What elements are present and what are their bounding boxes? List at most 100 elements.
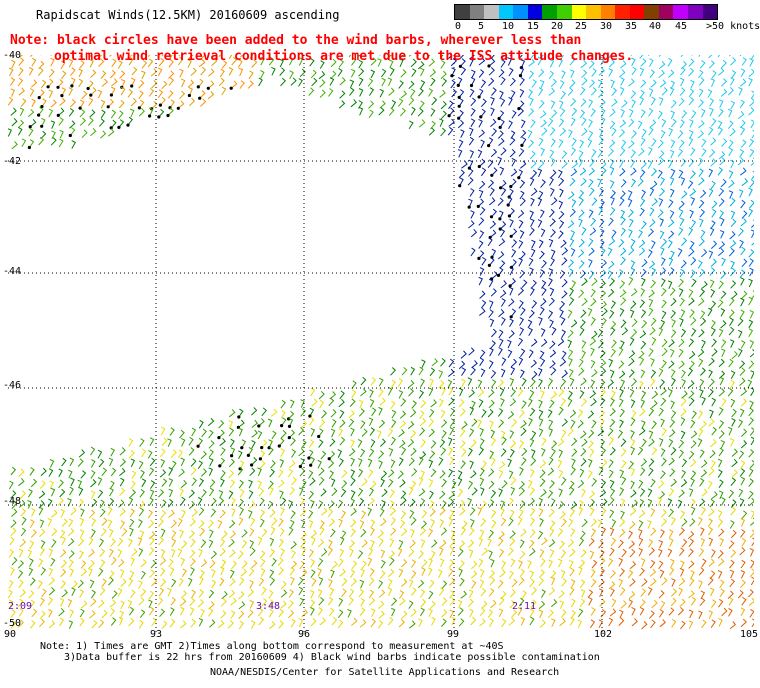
wind-barb [521, 447, 528, 457]
wind-barb [651, 599, 658, 609]
wind-barb [478, 558, 484, 568]
wind-barb [231, 56, 238, 66]
contamination-marker [126, 123, 130, 127]
wind-barb [638, 479, 644, 489]
wind-barb [739, 377, 746, 386]
wind-barb [250, 620, 256, 629]
wind-barb [498, 419, 505, 428]
wind-barb [81, 90, 88, 100]
wind-barb [710, 258, 717, 267]
wind-barb [727, 108, 733, 118]
wind-barb [20, 508, 27, 517]
wind-barb [577, 409, 584, 418]
wind-barb [111, 556, 117, 566]
wind-barb [719, 588, 725, 598]
wind-barb [447, 126, 454, 136]
wind-barb [508, 120, 513, 129]
wind-barb [271, 430, 277, 440]
wind-barb [449, 407, 456, 417]
wind-barb [217, 620, 225, 629]
wind-barb [578, 289, 585, 299]
wind-barb [468, 347, 475, 356]
wind-barb [741, 596, 747, 606]
wind-barb [458, 139, 464, 149]
wind-barb [709, 107, 714, 117]
wind-barb [601, 526, 607, 536]
wind-barb [90, 589, 97, 599]
wind-barb [489, 257, 495, 266]
wind-barb [597, 428, 605, 437]
wind-barb [269, 569, 275, 578]
wind-barb [170, 597, 177, 606]
wind-barb [79, 617, 85, 627]
wind-barb [298, 78, 303, 87]
wind-barb [239, 577, 245, 586]
wind-barb [680, 66, 686, 76]
wind-barb [610, 320, 617, 330]
wind-barb [28, 139, 35, 148]
wind-barb [519, 269, 526, 279]
wind-barb [610, 79, 615, 89]
wind-barb [498, 137, 505, 146]
wind-barb [669, 177, 675, 186]
wind-barb [479, 529, 485, 539]
wind-barb [690, 478, 695, 487]
wind-barb [360, 528, 367, 538]
wind-barb [48, 548, 54, 558]
wind-barb [711, 348, 718, 357]
wind-barb [478, 537, 484, 547]
wind-barb [288, 418, 294, 427]
wind-barb [680, 417, 686, 426]
wind-barb [518, 480, 525, 490]
wind-barb [251, 457, 258, 466]
wind-barb [738, 450, 745, 460]
wind-barb [18, 57, 25, 66]
wind-barb [417, 108, 424, 117]
wind-barb [710, 78, 716, 87]
wind-barb [641, 438, 647, 448]
wind-barb [310, 456, 315, 466]
wind-barb [489, 618, 494, 627]
wind-barb [748, 319, 754, 329]
wind-barb [741, 510, 748, 519]
wind-barb [471, 580, 477, 589]
wind-barb [218, 497, 225, 506]
wind-barb [728, 326, 735, 336]
wind-barb [549, 287, 555, 297]
wind-barb [749, 349, 754, 358]
wind-barb [59, 549, 67, 558]
legend-swatch [658, 5, 674, 19]
wind-barb [748, 296, 753, 306]
wind-barb [338, 597, 344, 607]
wind-barb [48, 468, 54, 477]
wind-barb [428, 387, 434, 397]
wind-barb [561, 418, 568, 427]
wind-barb [621, 55, 624, 58]
wind-barb [500, 147, 507, 156]
wind-barb [249, 528, 255, 537]
wind-barb [360, 376, 367, 386]
wind-barb [139, 488, 145, 498]
wind-barb [708, 357, 715, 366]
wind-barb [38, 106, 44, 116]
wind-barb [671, 618, 677, 628]
wind-barb [731, 448, 738, 457]
wind-barb [401, 578, 408, 587]
wind-barb [469, 58, 474, 67]
wind-barb [699, 209, 706, 218]
wind-barb [418, 618, 423, 628]
wind-barb [499, 289, 507, 298]
wind-barb [148, 590, 155, 600]
wind-barb [739, 309, 745, 319]
wind-barb [550, 448, 556, 458]
legend-swatch [469, 5, 485, 19]
wind-barb [729, 438, 735, 447]
wind-barb [289, 566, 295, 576]
wind-barb [581, 226, 587, 236]
wind-barb [748, 249, 754, 258]
wind-barb [590, 518, 597, 527]
wind-barb [651, 198, 658, 207]
wind-barb [419, 498, 426, 507]
wind-barb [428, 558, 433, 567]
wind-barb [690, 506, 696, 516]
